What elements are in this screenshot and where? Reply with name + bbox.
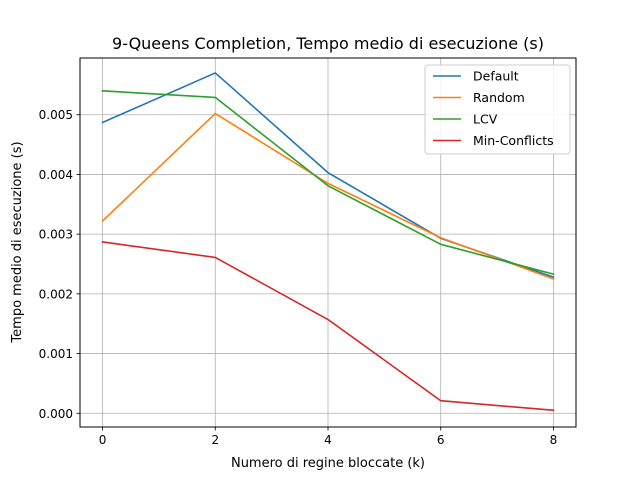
y-tick-label: 0.002	[39, 287, 73, 301]
legend-label-random: Random	[473, 90, 525, 105]
y-tick-label: 0.004	[39, 168, 73, 182]
legend-label-lcv: LCV	[473, 112, 498, 127]
x-tick-label: 4	[324, 433, 332, 447]
y-tick-label: 0.000	[39, 407, 73, 421]
series-line-min-conflicts	[101, 240, 555, 412]
y-tick-label: 0.003	[39, 228, 73, 242]
y-tick-label: 0.005	[39, 108, 73, 122]
x-tick-label: 2	[211, 433, 219, 447]
legend-label-min-conflicts: Min-Conflicts	[473, 133, 554, 148]
x-tick-label: 8	[550, 433, 558, 447]
y-tick-label: 0.001	[39, 347, 73, 361]
legend: Default Random LCV Min-Conflicts	[424, 64, 571, 155]
series-lines	[101, 72, 555, 412]
legend-box	[424, 64, 571, 155]
x-tick-label: 0	[99, 433, 107, 447]
series-line-lcv	[101, 89, 555, 276]
chart-title: 9-Queens Completion, Tempo medio di esec…	[112, 34, 544, 53]
legend-label-default: Default	[473, 69, 519, 84]
ticks: 0 2 4 6 8 0.000 0.001 0.002 0.003 0.004 0.005	[39, 108, 558, 447]
x-axis-label: Numero di regine bloccate (k)	[231, 456, 425, 471]
x-tick-label: 6	[437, 433, 445, 447]
y-axis-label: Tempo medio di esecuzione (s)	[10, 141, 25, 343]
series-line-random	[101, 112, 555, 280]
